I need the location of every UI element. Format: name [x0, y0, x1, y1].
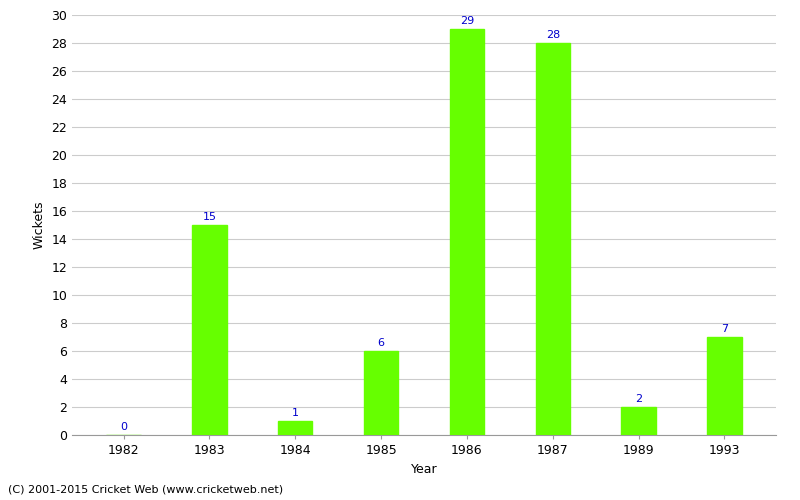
Text: 6: 6: [378, 338, 385, 347]
Bar: [450, 29, 484, 435]
Bar: [536, 43, 570, 435]
Bar: [192, 225, 226, 435]
Bar: [278, 421, 312, 435]
Text: 0: 0: [120, 422, 127, 432]
Bar: [622, 407, 656, 435]
Y-axis label: Wickets: Wickets: [33, 200, 46, 249]
Text: 29: 29: [460, 16, 474, 26]
Text: 15: 15: [202, 212, 216, 222]
Text: 7: 7: [721, 324, 728, 334]
Text: (C) 2001-2015 Cricket Web (www.cricketweb.net): (C) 2001-2015 Cricket Web (www.cricketwe…: [8, 485, 283, 495]
Bar: [707, 337, 742, 435]
Text: 1: 1: [292, 408, 298, 418]
Text: 2: 2: [635, 394, 642, 404]
Bar: [364, 351, 398, 435]
X-axis label: Year: Year: [410, 462, 438, 475]
Text: 28: 28: [546, 30, 560, 40]
